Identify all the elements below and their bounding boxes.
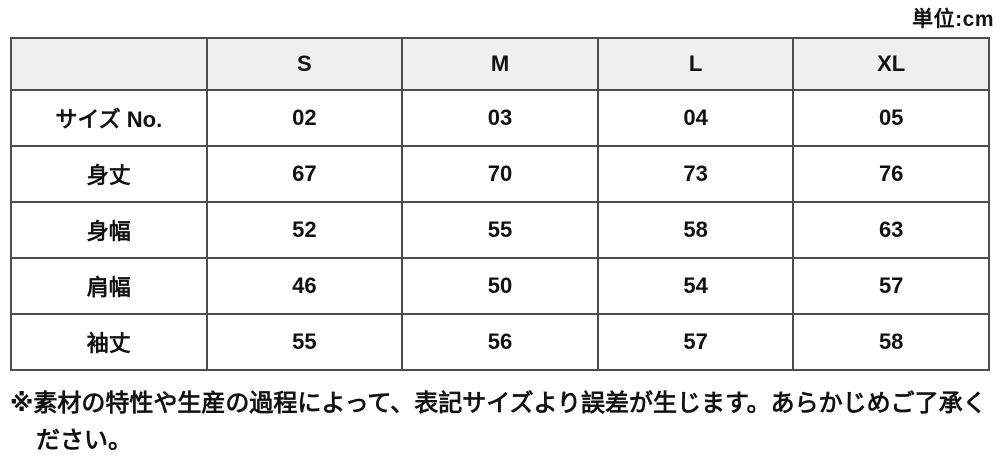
- size-table-header: S M L XL: [10, 37, 990, 91]
- row-label: 肩幅: [10, 257, 208, 315]
- size-table: S M L XL サイズ No. 02 03 04 05 身丈 67 70 73…: [10, 37, 990, 371]
- cell-value: 50: [401, 257, 599, 315]
- row-label: 身幅: [10, 201, 208, 259]
- row-label: 袖丈: [10, 313, 208, 371]
- cell-value: 70: [401, 145, 599, 203]
- header-cell-m: M: [401, 37, 599, 91]
- cell-value: 73: [596, 145, 795, 203]
- cell-value: 03: [401, 89, 599, 147]
- cell-value: 56: [401, 313, 599, 371]
- cell-value: 58: [792, 313, 990, 371]
- cell-value: 76: [792, 145, 990, 203]
- row-label: サイズ No.: [10, 89, 208, 147]
- cell-value: 04: [596, 89, 795, 147]
- cell-value: 63: [792, 201, 990, 259]
- size-table-body: サイズ No. 02 03 04 05 身丈 67 70 73 76 身幅 52…: [10, 89, 990, 371]
- cell-value: 54: [596, 257, 795, 315]
- header-cell-l: L: [596, 37, 795, 91]
- cell-value: 57: [596, 313, 795, 371]
- cell-value: 02: [205, 89, 404, 147]
- table-row-shoulder-width: 肩幅 46 50 54 57: [10, 257, 990, 315]
- header-cell-xl: XL: [792, 37, 990, 91]
- table-row-body-width: 身幅 52 55 58 63: [10, 201, 990, 259]
- cell-value: 52: [205, 201, 404, 259]
- table-row-size-no: サイズ No. 02 03 04 05: [10, 89, 990, 147]
- cell-value: 46: [205, 257, 404, 315]
- cell-value: 58: [596, 201, 795, 259]
- table-row-sleeve-length: 袖丈 55 56 57 58: [10, 313, 990, 371]
- cell-value: 55: [205, 313, 404, 371]
- header-row: S M L XL: [10, 37, 990, 91]
- cell-value: 67: [205, 145, 404, 203]
- header-cell-blank: [10, 37, 208, 91]
- size-disclaimer-note: ※素材の特性や生産の過程によって、表記サイズより誤差が生じます。あらかじめご了承…: [10, 390, 987, 455]
- cell-value: 57: [792, 257, 990, 315]
- unit-label: 単位:cm: [912, 8, 994, 31]
- cell-value: 55: [401, 201, 599, 259]
- table-row-body-length: 身丈 67 70 73 76: [10, 145, 990, 203]
- row-label: 身丈: [10, 145, 208, 203]
- cell-value: 05: [792, 89, 990, 147]
- header-cell-s: S: [205, 37, 404, 91]
